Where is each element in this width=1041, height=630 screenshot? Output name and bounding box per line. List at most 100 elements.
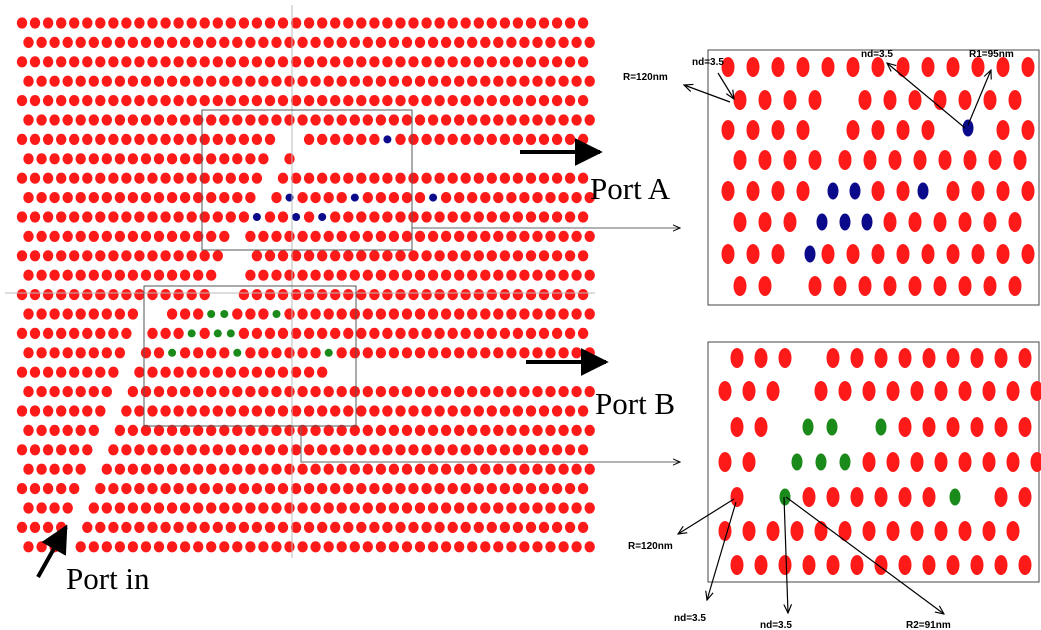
lattice-rod xyxy=(277,366,289,378)
lattice-rod xyxy=(193,75,204,87)
lattice-rod xyxy=(56,327,67,339)
lattice-rod xyxy=(264,444,276,456)
zoom-b-rod xyxy=(946,348,960,368)
lattice-rod xyxy=(486,17,497,29)
lattice-rod xyxy=(42,366,54,378)
lattice-rod xyxy=(284,114,295,126)
lattice-rod xyxy=(571,269,582,281)
lattice-rod xyxy=(395,56,406,68)
lattice-rod xyxy=(166,463,178,475)
lattice-rod xyxy=(336,269,347,281)
lattice-rod xyxy=(277,56,289,68)
lattice-rod xyxy=(330,172,341,184)
lattice-rod xyxy=(212,95,223,107)
lattice-rod xyxy=(114,36,126,49)
lattice-rod xyxy=(460,405,471,417)
lattice-rod xyxy=(95,366,106,378)
lattice-rod xyxy=(23,75,34,87)
zoom-a-rod xyxy=(1008,276,1022,296)
zoom-b-rod xyxy=(850,487,864,507)
annotation-a-r: R=120nm xyxy=(623,72,668,83)
lattice-rod xyxy=(506,269,517,281)
lattice-rod xyxy=(134,250,145,262)
lattice-rod xyxy=(571,308,582,320)
lattice-rod xyxy=(173,483,184,495)
lattice-rod xyxy=(532,424,543,436)
lattice-rod xyxy=(330,483,341,495)
lattice-rod xyxy=(36,153,47,165)
zoom-a-rod xyxy=(933,276,947,296)
lattice-rod xyxy=(206,269,217,281)
lattice-rod xyxy=(140,269,152,281)
lattice-rod xyxy=(56,133,67,145)
lattice-rod xyxy=(95,289,106,301)
lattice-rod xyxy=(480,502,491,514)
lattice-rod xyxy=(414,192,426,204)
lattice-rod xyxy=(297,269,308,281)
lattice-rod xyxy=(395,133,406,145)
lattice-rod xyxy=(206,36,217,49)
lattice-rod xyxy=(460,17,471,29)
lattice-rod xyxy=(493,36,504,49)
lattice-rod xyxy=(62,192,73,204)
lattice-rod xyxy=(238,327,250,339)
lattice-rod xyxy=(467,424,478,436)
lattice-rod xyxy=(323,424,334,436)
lattice-rod xyxy=(538,405,550,417)
lattice-rod xyxy=(447,327,458,339)
lattice-rod xyxy=(114,230,126,242)
lattice-rod xyxy=(323,502,334,514)
lattice-rod xyxy=(82,211,93,223)
lattice-rod xyxy=(75,308,86,320)
zoom-a-defect-rod xyxy=(962,119,974,137)
zoom-b-rod xyxy=(802,555,816,575)
lattice-rod xyxy=(219,541,230,553)
zoom-a-rod xyxy=(808,150,822,170)
lattice-rod xyxy=(467,502,478,514)
lattice-rod xyxy=(179,502,191,514)
zoom-b-rod xyxy=(874,555,888,575)
lattice-rod xyxy=(199,56,210,68)
lattice-rod xyxy=(414,75,426,87)
zoom-a-defect-rod xyxy=(804,245,816,263)
lattice-rod xyxy=(101,36,113,49)
lattice-rod xyxy=(317,17,328,29)
defect-rod-a xyxy=(383,135,392,144)
zoom-a-rod xyxy=(858,90,872,110)
lattice-rod xyxy=(493,192,504,204)
lattice-rod xyxy=(173,17,184,29)
lattice-rod xyxy=(447,172,458,184)
lattice-rod xyxy=(258,153,269,165)
lattice-rod xyxy=(179,541,191,553)
lattice-rod xyxy=(525,521,537,534)
lattice-rod xyxy=(460,327,471,339)
zoom-a-rod xyxy=(746,181,760,201)
lattice-rod xyxy=(375,541,387,553)
lattice-rod xyxy=(388,386,400,398)
zoom-a-rod xyxy=(1021,181,1035,201)
lattice-rod xyxy=(88,114,100,126)
lattice-rod xyxy=(486,521,497,534)
lattice-rod xyxy=(454,230,465,242)
lattice-rod xyxy=(23,463,34,475)
lattice-rod xyxy=(506,541,517,553)
lattice-rod xyxy=(160,483,171,495)
lattice-rod xyxy=(101,347,113,359)
lattice-rod xyxy=(356,17,367,29)
lattice-rod xyxy=(258,114,269,126)
lattice-rod xyxy=(42,172,54,184)
lattice-rod xyxy=(303,133,315,145)
annotation-a-r1-pointer xyxy=(967,70,991,126)
lattice-rod xyxy=(206,192,217,204)
lattice-rod xyxy=(427,75,439,87)
lattice-rod xyxy=(375,269,387,281)
lattice-rod xyxy=(454,192,465,204)
defect-rod-a xyxy=(350,193,359,202)
lattice-rod xyxy=(186,56,197,68)
lattice-rod xyxy=(525,133,537,145)
zoom-a-rod xyxy=(1021,244,1035,264)
lattice-rod xyxy=(140,541,152,553)
lattice-rod xyxy=(179,347,191,359)
lattice-rod xyxy=(108,17,119,29)
lattice-rod xyxy=(147,444,158,456)
